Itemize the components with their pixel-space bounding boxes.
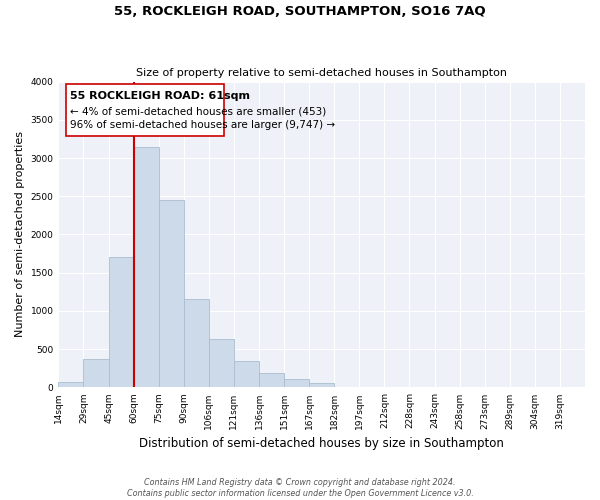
Bar — [109, 258, 134, 388]
Bar — [58, 382, 83, 388]
X-axis label: Distribution of semi-detached houses by size in Southampton: Distribution of semi-detached houses by … — [139, 437, 504, 450]
Bar — [309, 383, 334, 388]
Bar — [234, 362, 259, 388]
Bar — [259, 374, 284, 388]
Bar — [184, 300, 209, 388]
Bar — [134, 146, 159, 388]
Bar — [83, 359, 109, 388]
Text: 96% of semi-detached houses are larger (9,747) →: 96% of semi-detached houses are larger (… — [70, 120, 335, 130]
FancyBboxPatch shape — [66, 84, 224, 136]
Text: ← 4% of semi-detached houses are smaller (453): ← 4% of semi-detached houses are smaller… — [70, 106, 326, 116]
Bar — [334, 386, 359, 388]
Title: Size of property relative to semi-detached houses in Southampton: Size of property relative to semi-detach… — [136, 68, 507, 78]
Text: 55 ROCKLEIGH ROAD: 61sqm: 55 ROCKLEIGH ROAD: 61sqm — [70, 90, 250, 101]
Bar — [284, 378, 309, 388]
Text: Contains HM Land Registry data © Crown copyright and database right 2024.
Contai: Contains HM Land Registry data © Crown c… — [127, 478, 473, 498]
Y-axis label: Number of semi-detached properties: Number of semi-detached properties — [15, 132, 25, 338]
Bar — [209, 340, 234, 388]
Bar — [159, 200, 184, 388]
Text: 55, ROCKLEIGH ROAD, SOUTHAMPTON, SO16 7AQ: 55, ROCKLEIGH ROAD, SOUTHAMPTON, SO16 7A… — [114, 5, 486, 18]
